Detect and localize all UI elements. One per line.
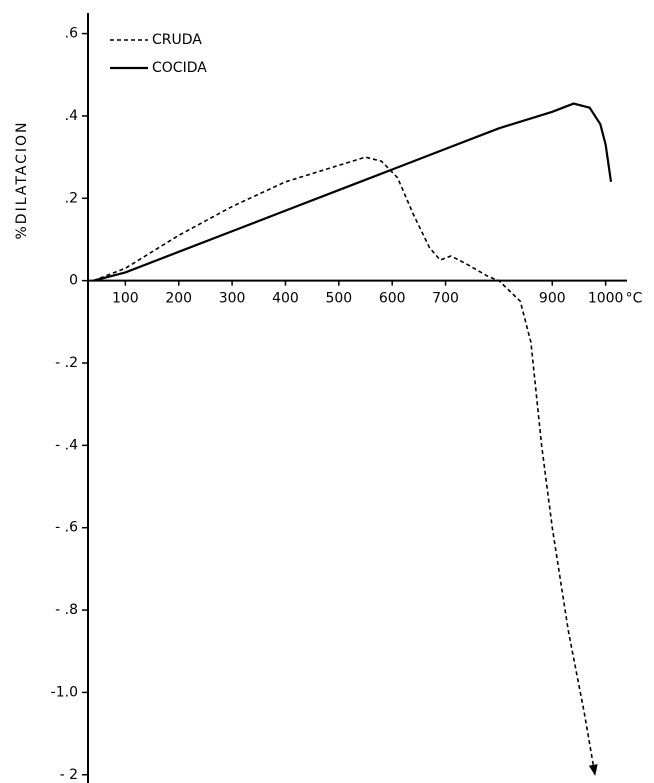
series-line [93, 156, 598, 776]
series-line [93, 102, 613, 282]
x-tick-label: 100 [112, 291, 139, 307]
y-tick-label: .6 [65, 26, 78, 42]
x-tick-label: 300 [219, 291, 246, 307]
x-tick-label: 900 [539, 291, 566, 307]
y-tick-label: - .2 [55, 355, 78, 371]
x-tick-label: 500 [325, 291, 352, 307]
x-tick-label: 400 [272, 291, 299, 307]
legend-label: CRUDA [152, 32, 202, 48]
y-tick-label: -1.0 [51, 684, 78, 700]
y-axis-label: %DILATACION [14, 120, 30, 239]
y-tick-label: .2 [65, 190, 78, 206]
y-tick-label: - .4 [55, 437, 78, 453]
y-tick-label: - .8 [55, 602, 78, 618]
y-tick-label: .4 [65, 108, 78, 124]
y-tick-label: 0 [69, 273, 78, 289]
x-tick-label: 700 [432, 291, 459, 307]
x-tick-label: 600 [379, 291, 406, 307]
x-tick-label: 1000 [588, 291, 624, 307]
x-tick-label: 200 [165, 291, 192, 307]
y-tick-label: - .6 [55, 520, 78, 536]
y-tick-label: - 2 [60, 767, 78, 783]
x-axis-unit: °C [626, 291, 643, 307]
legend-label: COCIDA [152, 60, 207, 76]
